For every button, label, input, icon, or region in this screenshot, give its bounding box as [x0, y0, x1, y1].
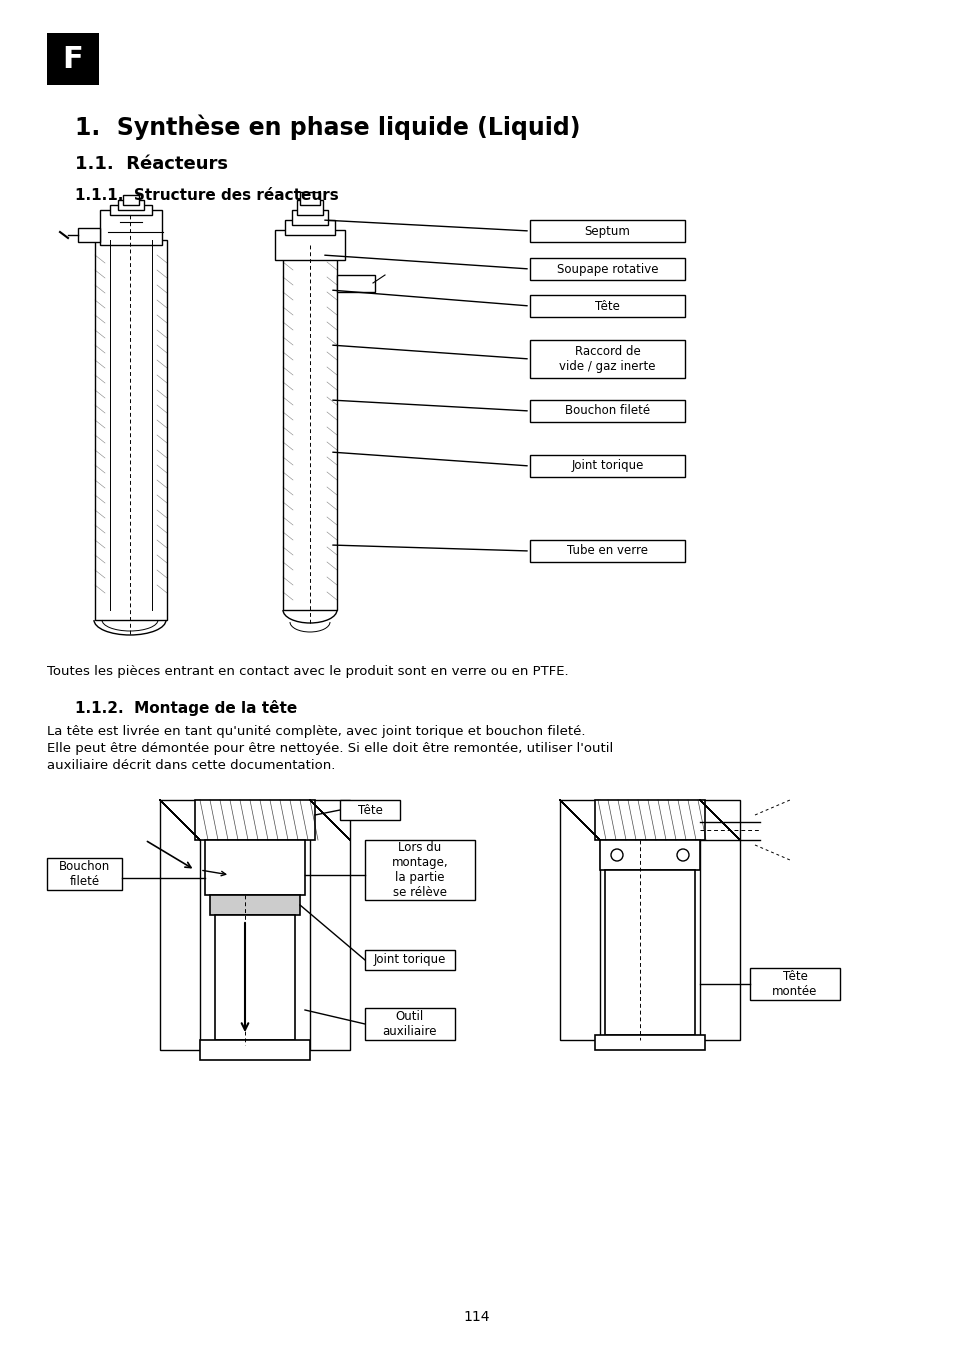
Text: Outil
auxiliaire: Outil auxiliaire	[382, 1011, 436, 1038]
FancyBboxPatch shape	[530, 295, 684, 317]
Bar	[285, 220, 335, 235]
Bar	[95, 240, 167, 620]
Bar	[299, 192, 319, 205]
Text: Septum: Septum	[584, 224, 630, 238]
Bar	[283, 255, 336, 611]
Text: 114: 114	[463, 1310, 490, 1324]
FancyBboxPatch shape	[47, 32, 99, 85]
Bar	[118, 200, 144, 209]
Text: Raccord de
vide / gaz inerte: Raccord de vide / gaz inerte	[558, 345, 655, 373]
Text: Bouchon
fileté: Bouchon fileté	[59, 861, 111, 888]
FancyBboxPatch shape	[749, 969, 840, 1000]
Bar	[200, 1040, 310, 1061]
Text: Elle peut être démontée pour être nettoyée. Si elle doit être remontée, utiliser: Elle peut être démontée pour être nettoy…	[47, 742, 613, 755]
Text: Tête: Tête	[595, 300, 619, 312]
Text: Lors du
montage,
la partie
se rélève: Lors du montage, la partie se rélève	[392, 842, 448, 898]
Text: F: F	[63, 45, 83, 73]
FancyBboxPatch shape	[530, 455, 684, 477]
FancyBboxPatch shape	[530, 400, 684, 422]
Bar	[595, 800, 704, 840]
Bar	[214, 915, 294, 1040]
FancyBboxPatch shape	[47, 858, 122, 890]
FancyBboxPatch shape	[339, 800, 399, 820]
Text: Soupape rotative: Soupape rotative	[557, 262, 658, 276]
Bar	[336, 276, 375, 292]
Text: Joint torique: Joint torique	[571, 459, 643, 473]
Bar	[559, 800, 599, 1040]
Text: 1.1.  Réacteurs: 1.1. Réacteurs	[75, 155, 228, 173]
Bar	[274, 230, 345, 259]
Bar	[595, 1035, 704, 1050]
Bar	[110, 205, 152, 215]
Bar	[205, 840, 305, 894]
FancyBboxPatch shape	[530, 258, 684, 280]
Text: 1.1.2.  Montage de la tête: 1.1.2. Montage de la tête	[75, 700, 297, 716]
Text: La tête est livrée en tant qu'unité complète, avec joint torique et bouchon file: La tête est livrée en tant qu'unité comp…	[47, 725, 585, 738]
Bar	[123, 195, 139, 205]
FancyBboxPatch shape	[530, 220, 684, 242]
Bar	[310, 800, 350, 1050]
Bar	[100, 209, 162, 245]
Bar	[604, 870, 695, 1035]
FancyBboxPatch shape	[530, 340, 684, 378]
Text: 1.1.1.  Structure des réacteurs: 1.1.1. Structure des réacteurs	[75, 188, 338, 203]
Bar	[700, 800, 740, 1040]
FancyBboxPatch shape	[530, 540, 684, 562]
FancyBboxPatch shape	[365, 840, 475, 900]
FancyBboxPatch shape	[365, 1008, 455, 1040]
Bar	[194, 800, 314, 840]
Bar	[296, 200, 323, 215]
Bar	[210, 894, 299, 915]
Text: Tête
montée: Tête montée	[772, 970, 817, 998]
Bar	[78, 228, 100, 242]
FancyBboxPatch shape	[365, 950, 455, 970]
Text: Tube en verre: Tube en verre	[566, 544, 647, 558]
Text: 1.  Synthèse en phase liquide (Liquid): 1. Synthèse en phase liquide (Liquid)	[75, 115, 579, 141]
Text: auxiliaire décrit dans cette documentation.: auxiliaire décrit dans cette documentati…	[47, 759, 335, 771]
Text: Tête: Tête	[357, 804, 382, 816]
Text: Toutes les pièces entrant en contact avec le produit sont en verre ou en PTFE.: Toutes les pièces entrant en contact ave…	[47, 665, 568, 678]
Bar	[292, 209, 328, 226]
Bar	[599, 840, 700, 870]
Text: Joint torique: Joint torique	[374, 954, 446, 966]
Bar	[160, 800, 200, 1050]
Text: Bouchon fileté: Bouchon fileté	[564, 404, 649, 417]
